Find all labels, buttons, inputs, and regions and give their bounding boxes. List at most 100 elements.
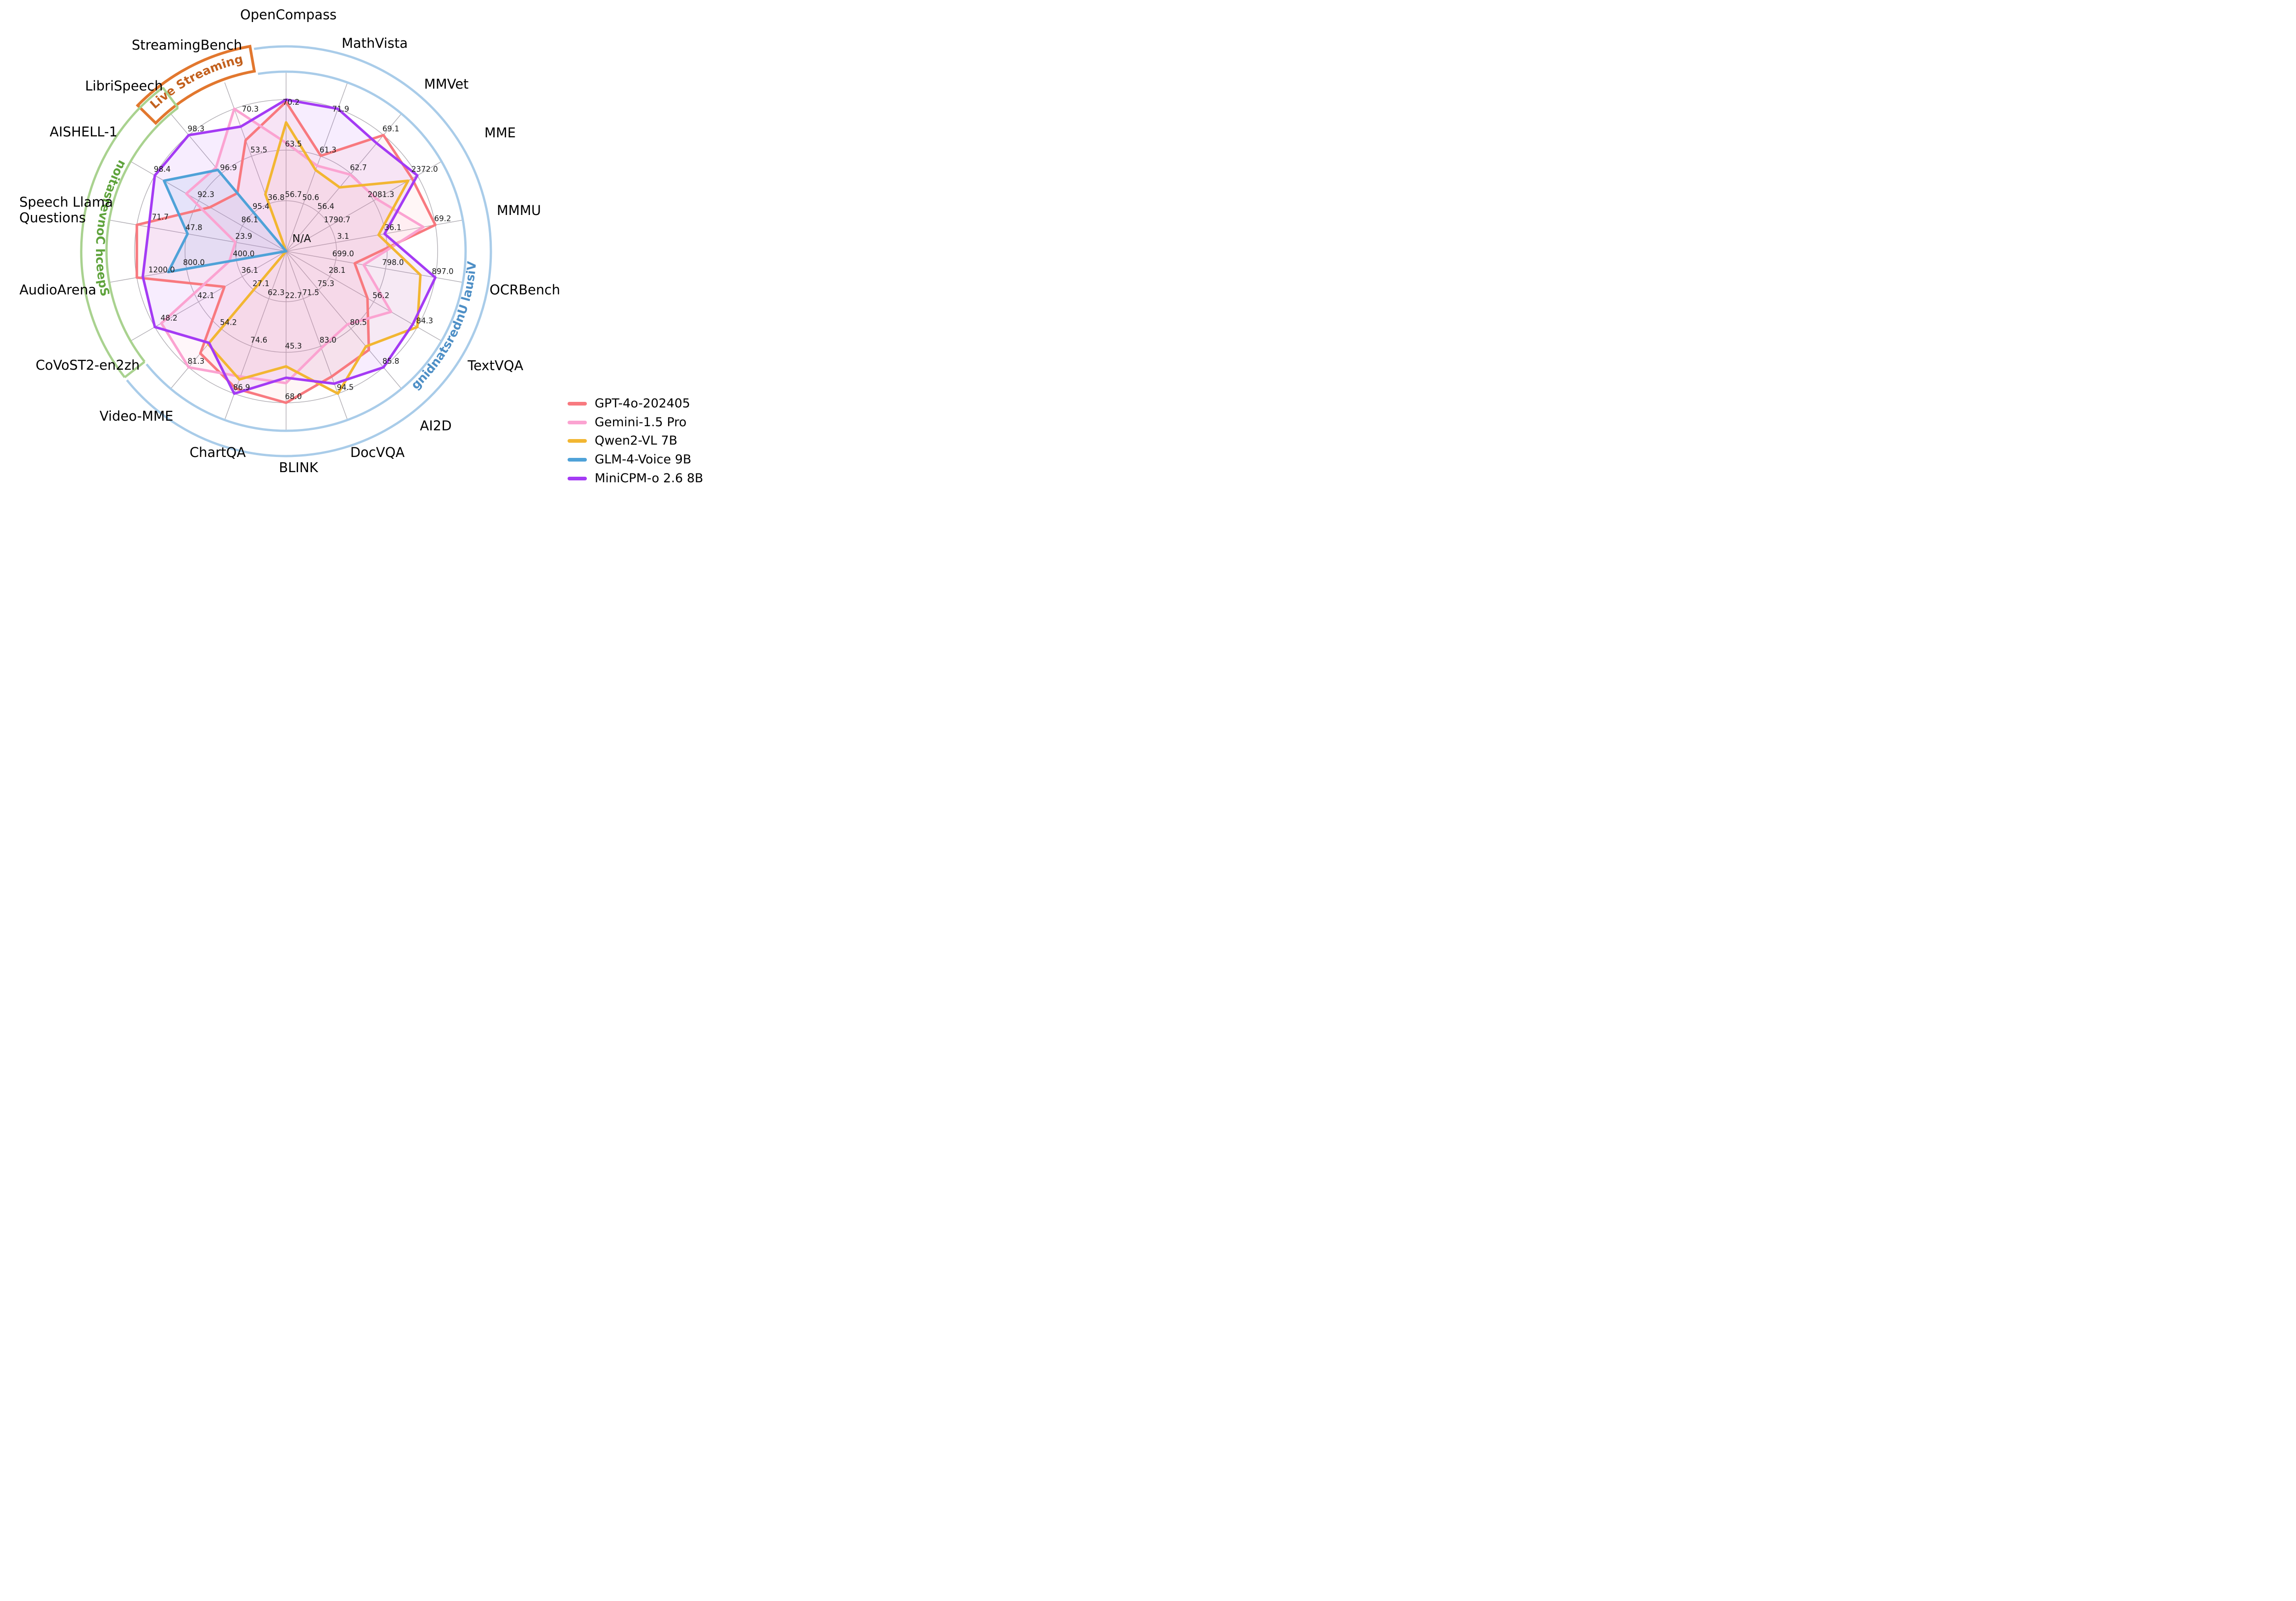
axis-label-video-mme: Video-MME — [100, 408, 174, 424]
tick-streamingbench-0: 36.8 — [268, 193, 285, 202]
axis-spoke-docvqa — [286, 251, 348, 420]
tick-textvqa-1: 56.2 — [372, 291, 389, 300]
axis-label-ai2d: AI2D — [420, 418, 451, 434]
legend-swatch-glm-4-voice-9b — [568, 457, 587, 462]
axis-label-ocrbench: OCRBench — [490, 282, 560, 298]
series-line-gemini-1-5-pro — [160, 107, 425, 384]
legend-item-gpt-4o-202405: GPT-4o-202405 — [568, 397, 703, 411]
tick-blink-0: 22.7 — [285, 291, 302, 300]
tick-video-mme-1: 54.2 — [220, 318, 237, 327]
tick-opencompass-1: 63.5 — [285, 140, 302, 148]
tick-ai2d-2: 85.8 — [383, 357, 400, 366]
tick-textvqa-0: 28.1 — [329, 266, 346, 275]
tick-mme-0: 1790.7 — [324, 215, 350, 224]
tick-covost2-en2zh-2: 48.2 — [161, 314, 178, 322]
axis-label-aishell-1: AISHELL-1 — [50, 124, 118, 140]
tick-textvqa-2: 84.3 — [416, 316, 433, 325]
band-box — [135, 45, 256, 125]
series-line-gpt-4o-202405 — [135, 101, 437, 404]
axis-label-covost2-en2zh: CoVoST2-en2zh — [36, 357, 140, 373]
tick-chartqa-2: 86.9 — [233, 383, 250, 392]
tick-mmvet-0: 56.4 — [317, 202, 334, 211]
tick-ai2d-0: 75.3 — [317, 279, 334, 288]
axis-label-mme: MME — [484, 125, 516, 141]
legend-label: GLM-4-Voice 9B — [595, 452, 692, 467]
band-arc-inner — [105, 107, 179, 363]
legend-item-qwen2-vl-7b: Qwen2-VL 7B — [568, 434, 703, 448]
axis-label-audioarena: AudioArena — [19, 282, 96, 298]
series-fill-glm-4-voice-9b — [164, 170, 286, 272]
tick-mmmu-2: 69.2 — [434, 214, 451, 223]
tick-aishell-1-0: 86.1 — [241, 215, 258, 224]
legend-label: GPT-4o-202405 — [595, 396, 690, 411]
axis-label-docvqa: DocVQA — [350, 445, 405, 460]
tick-docvqa-1: 83.0 — [320, 336, 337, 344]
band-endcap-1 — [124, 361, 146, 378]
tick-ai2d-1: 80.5 — [350, 318, 367, 327]
axis-spoke-chartqa — [224, 251, 287, 420]
axis-label-mathvista: MathVista — [342, 35, 408, 51]
legend-label: MiniCPM-o 2.6 8B — [595, 471, 703, 485]
axis-label-streamingbench: StreamingBench — [132, 37, 242, 53]
axis-label-opencompass: OpenCompass — [240, 7, 337, 23]
tick-blink-2: 68.0 — [285, 392, 302, 401]
tick-covost2-en2zh-0: 36.1 — [241, 266, 258, 275]
tick-streamingbench-2: 70.3 — [242, 105, 259, 113]
tick-ocrbench-2: 897.0 — [432, 267, 453, 276]
tick-mathvista-1: 61.3 — [320, 146, 337, 154]
tick-mmvet-2: 69.1 — [383, 124, 400, 133]
tick-docvqa-0: 71.5 — [302, 288, 319, 297]
legend-item-gemini-1-5-pro: Gemini-1.5 Pro — [568, 415, 703, 429]
legend-swatch-gemini-1-5-pro — [568, 420, 587, 424]
tick-librispeech-2: 98.3 — [188, 124, 205, 133]
tick-mmvet-1: 62.7 — [350, 163, 367, 172]
tick-audioarena-0: 400.0 — [233, 249, 254, 258]
band-arc-outer — [80, 86, 164, 378]
tick-streamingbench-1: 53.5 — [250, 146, 267, 154]
tick-ocrbench-1: 798.0 — [382, 258, 404, 267]
legend-label: Gemini-1.5 Pro — [595, 415, 687, 429]
axis-label-mmmu: MMMU — [497, 203, 541, 218]
tick-opencompass-2: 70.2 — [283, 98, 300, 107]
tick-blink-1: 45.3 — [285, 342, 302, 350]
grid-ring-1 — [235, 200, 337, 302]
tick-librispeech-1: 96.9 — [220, 163, 237, 172]
tick-docvqa-2: 94.5 — [337, 383, 354, 392]
tick-speech-llama-questions-2: 71.7 — [152, 213, 169, 221]
axis-spoke-aishell-1 — [130, 161, 287, 252]
axis-label-librispeech: LibriSpeech — [85, 78, 163, 94]
tick-mmmu-0: 3.1 — [337, 232, 349, 241]
tick-opencompass-0: 56.7 — [285, 190, 302, 199]
tick-speech-llama-questions-1: 47.8 — [186, 223, 203, 232]
band-label-speech-conversation: noitasrevnoC hceepS — [93, 158, 129, 298]
legend-item-minicpm-o-2-6-8b: MiniCPM-o 2.6 8B — [568, 472, 703, 485]
tick-ocrbench-0: 699.0 — [332, 249, 354, 258]
axis-label-blink: BLINK — [279, 460, 318, 475]
radar-figure: Live Streaming noitasrevnoC hceepS gnidnat… — [0, 0, 712, 487]
axis-spoke-textvqa — [286, 251, 442, 342]
axis-label-speech-llama-questions: Speech Llama Questions — [19, 194, 113, 225]
tick-audioarena-1: 800.0 — [183, 258, 205, 267]
series-line-qwen2-vl-7b — [207, 121, 422, 395]
tick-chartqa-1: 74.6 — [250, 336, 267, 344]
legend-swatch-qwen2-vl-7b — [568, 439, 587, 443]
axis-label-mmvet: MMVet — [424, 76, 469, 92]
tick-covost2-en2zh-1: 42.1 — [197, 291, 214, 300]
tick-aishell-1-1: 92.3 — [197, 190, 214, 199]
legend-swatch-minicpm-o-2-6-8b — [568, 476, 587, 480]
center-na-label: N/A — [293, 233, 311, 245]
legend-item-glm-4-voice-9b: GLM-4-Voice 9B — [568, 453, 703, 467]
legend-swatch-gpt-4o-202405 — [568, 401, 587, 406]
tick-speech-llama-questions-0: 23.9 — [235, 232, 252, 241]
axis-spoke-ai2d — [286, 251, 402, 389]
legend-label: Qwen2-VL 7B — [595, 434, 678, 448]
tick-labels: 56.7 63.5 70.2 50.6 61.3 71.9 56.4 62.7 69.1 1790… — [148, 98, 453, 401]
tick-librispeech-0: 95.4 — [253, 202, 270, 211]
series-polygons — [135, 98, 437, 404]
tick-video-mme-0: 27.1 — [253, 279, 270, 288]
band-arc-outer — [126, 45, 492, 457]
tick-mathvista-2: 71.9 — [332, 105, 349, 113]
tick-mmmu-1: 36.1 — [384, 223, 401, 232]
axis-label-chartqa: ChartQA — [190, 445, 246, 460]
